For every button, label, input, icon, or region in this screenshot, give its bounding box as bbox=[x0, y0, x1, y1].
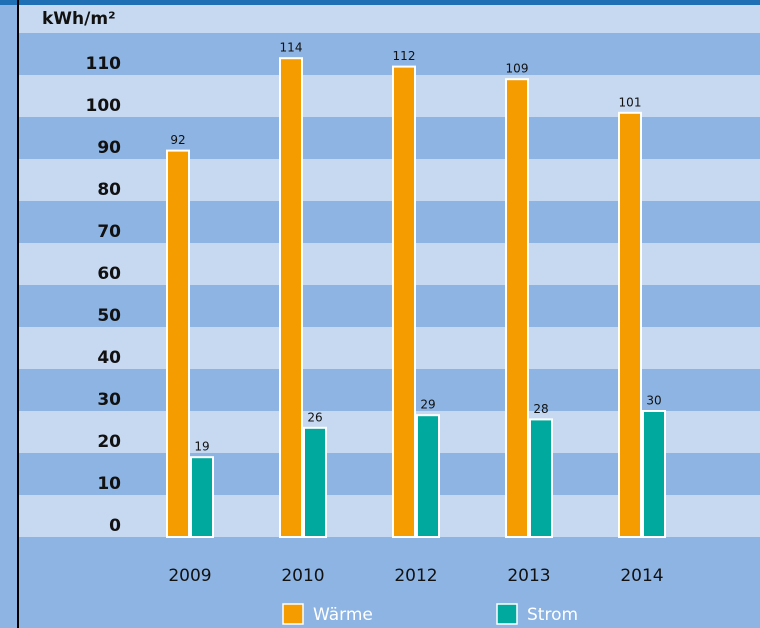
grid-band bbox=[19, 117, 760, 159]
y-axis-label: kWh/m² bbox=[42, 9, 116, 29]
value-label: 109 bbox=[506, 62, 529, 76]
value-label: 30 bbox=[646, 394, 661, 408]
y-tick-label: 90 bbox=[97, 138, 121, 158]
x-tick-label: 2014 bbox=[620, 566, 663, 586]
grid-band bbox=[19, 33, 760, 75]
header-band bbox=[19, 0, 760, 33]
legend-label: Wärme bbox=[313, 605, 373, 625]
y-tick-label: 20 bbox=[97, 432, 121, 452]
bar bbox=[303, 426, 327, 538]
value-label: 29 bbox=[420, 398, 435, 412]
value-label: 114 bbox=[280, 41, 303, 55]
y-tick-label: 0 bbox=[109, 516, 121, 536]
bar bbox=[529, 418, 553, 538]
y-tick-label: 110 bbox=[86, 54, 122, 74]
bar bbox=[505, 78, 529, 538]
bar bbox=[642, 410, 666, 538]
bar bbox=[190, 456, 214, 539]
bar bbox=[416, 414, 440, 539]
y-tick-label: 60 bbox=[97, 264, 121, 284]
y-tick-label: 10 bbox=[97, 474, 121, 494]
x-tick-label: 2010 bbox=[281, 566, 324, 586]
grid-band bbox=[19, 201, 760, 243]
legend-label: Strom bbox=[527, 605, 578, 625]
grid-band bbox=[19, 159, 760, 201]
bar bbox=[279, 57, 303, 538]
y-tick-label: 100 bbox=[86, 96, 122, 116]
y-tick-label: 30 bbox=[97, 390, 121, 410]
grid-band bbox=[19, 75, 760, 117]
bar bbox=[618, 111, 642, 539]
value-label: 19 bbox=[194, 440, 209, 454]
grid-band bbox=[19, 327, 760, 369]
value-label: 92 bbox=[170, 133, 185, 147]
value-label: 28 bbox=[533, 402, 548, 416]
value-label: 112 bbox=[393, 49, 416, 63]
y-tick-label: 70 bbox=[97, 222, 121, 242]
x-tick-label: 2009 bbox=[168, 566, 211, 586]
x-tick-label: 2013 bbox=[507, 566, 550, 586]
y-tick-label: 80 bbox=[97, 180, 121, 200]
top-border bbox=[0, 0, 760, 5]
y-tick-label: 40 bbox=[97, 348, 121, 368]
grid-band bbox=[19, 285, 760, 327]
legend-swatch bbox=[282, 603, 304, 625]
x-tick-label: 2012 bbox=[394, 566, 437, 586]
bar bbox=[166, 149, 190, 538]
bar bbox=[392, 65, 416, 538]
legend-swatch bbox=[496, 603, 518, 625]
value-label: 26 bbox=[307, 410, 322, 424]
grid-band bbox=[19, 243, 760, 285]
value-label: 101 bbox=[619, 95, 642, 109]
left-border bbox=[17, 0, 19, 628]
y-tick-label: 50 bbox=[97, 306, 121, 326]
